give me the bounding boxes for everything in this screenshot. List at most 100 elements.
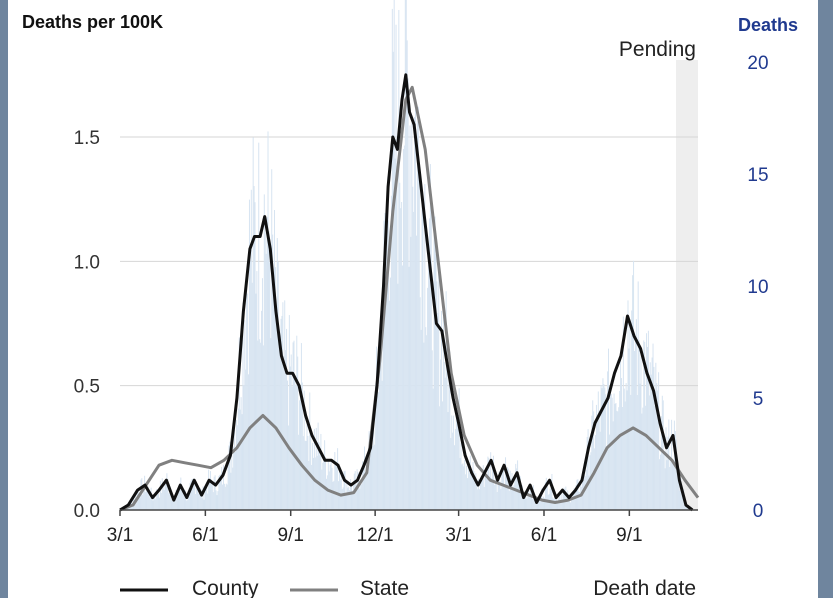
- daily-death-bar: [161, 478, 163, 510]
- daily-death-bar: [543, 496, 545, 510]
- daily-death-bar: [505, 457, 507, 510]
- daily-death-bar: [549, 488, 551, 510]
- daily-death-bar: [531, 498, 533, 510]
- daily-death-bar: [470, 471, 472, 510]
- daily-death-bar: [230, 472, 232, 510]
- daily-death-bar: [244, 320, 246, 510]
- daily-death-bar: [277, 262, 279, 510]
- daily-death-bar: [283, 355, 285, 510]
- daily-death-bar: [137, 490, 139, 510]
- daily-death-bar: [337, 448, 339, 510]
- daily-death-bar: [631, 310, 633, 510]
- daily-death-bar: [682, 497, 684, 510]
- daily-death-bar: [148, 495, 150, 510]
- daily-death-bar: [607, 371, 609, 510]
- daily-death-bar: [609, 394, 611, 510]
- daily-death-bar: [621, 407, 623, 510]
- daily-death-bar: [269, 262, 271, 510]
- daily-death-bar: [205, 485, 207, 510]
- daily-death-bar: [366, 466, 368, 510]
- daily-death-bar: [187, 491, 189, 510]
- daily-death-bar: [643, 340, 645, 510]
- daily-death-bar: [418, 168, 420, 510]
- daily-death-bar: [654, 405, 656, 510]
- daily-death-bar: [636, 394, 638, 510]
- daily-death-bar: [568, 494, 570, 510]
- chart-svg: 3/1 6/1 9/1 12/1 3/1 6/1 9/1 0.0 0.5 1.0 1.5 0 5 10 15…: [22, 0, 798, 598]
- daily-death-bar: [681, 494, 683, 510]
- daily-death-bar: [370, 431, 372, 510]
- daily-death-bar: [571, 496, 573, 510]
- daily-death-bar: [172, 498, 174, 510]
- daily-death-bar: [279, 341, 281, 510]
- daily-death-bar: [197, 493, 199, 510]
- daily-death-bar: [200, 489, 202, 510]
- daily-death-bar: [386, 219, 388, 511]
- daily-death-bar: [415, 109, 417, 510]
- daily-death-bar: [247, 293, 249, 510]
- x-tick-label: 3/1: [445, 525, 471, 546]
- daily-death-bar: [299, 393, 301, 510]
- daily-death-bar: [685, 506, 687, 510]
- daily-death-bar: [260, 342, 262, 510]
- daily-death-bar: [574, 489, 576, 510]
- daily-death-bar: [595, 404, 597, 510]
- daily-death-bar: [489, 476, 491, 510]
- daily-death-bar: [468, 472, 470, 510]
- daily-death-bar: [535, 502, 537, 510]
- daily-death-bar: [603, 384, 605, 510]
- daily-death-bar: [159, 480, 161, 510]
- daily-death-bar: [345, 493, 347, 510]
- x-tick-label: 9/1: [616, 525, 642, 546]
- daily-death-bar: [229, 441, 231, 510]
- daily-death-bar: [591, 415, 593, 510]
- daily-death-bar: [419, 297, 421, 510]
- daily-death-bar: [363, 463, 365, 510]
- daily-death-bar: [299, 400, 301, 510]
- daily-death-bar: [255, 293, 257, 510]
- daily-death-bar: [426, 335, 428, 510]
- daily-death-bar: [169, 493, 171, 510]
- daily-death-bar: [388, 220, 390, 510]
- daily-death-bar: [659, 454, 661, 510]
- daily-death-bar: [335, 464, 337, 510]
- daily-death-bar: [142, 494, 144, 510]
- daily-death-bar: [596, 414, 598, 510]
- daily-death-bar: [296, 335, 298, 510]
- daily-death-bar: [298, 434, 300, 510]
- y-right-axis-title: Deaths: [738, 15, 798, 35]
- daily-death-bar: [441, 401, 443, 510]
- daily-death-bar: [138, 495, 140, 510]
- daily-death-bar: [135, 498, 137, 510]
- daily-death-bar: [294, 376, 296, 510]
- daily-death-bar: [500, 489, 502, 510]
- daily-death-bar: [503, 465, 505, 510]
- daily-death-bar: [232, 467, 234, 510]
- daily-death-bar: [284, 300, 286, 510]
- daily-death-bar: [288, 315, 290, 510]
- daily-death-bar: [163, 490, 165, 510]
- daily-death-bar: [675, 439, 677, 510]
- daily-death-bar: [578, 491, 580, 510]
- daily-death-bar: [144, 475, 146, 510]
- daily-death-bar: [274, 210, 276, 510]
- daily-death-bar: [613, 393, 615, 510]
- daily-death-bar: [209, 481, 211, 510]
- daily-death-bar: [413, 211, 415, 510]
- daily-death-bar: [364, 472, 366, 510]
- daily-death-bar: [601, 388, 603, 510]
- daily-death-bar: [507, 468, 509, 510]
- daily-death-bar: [501, 471, 503, 510]
- daily-death-bar: [565, 486, 567, 510]
- daily-death-bar: [373, 414, 375, 510]
- daily-death-bar: [251, 282, 253, 510]
- daily-death-bar: [213, 476, 215, 510]
- daily-death-bar: [562, 488, 564, 510]
- daily-death-bar: [540, 496, 542, 510]
- daily-death-bar: [569, 495, 571, 510]
- daily-death-bar: [291, 386, 293, 510]
- daily-death-bar: [149, 497, 151, 510]
- daily-death-bar: [226, 484, 228, 510]
- daily-death-bar: [518, 482, 520, 510]
- daily-death-bar: [428, 218, 430, 510]
